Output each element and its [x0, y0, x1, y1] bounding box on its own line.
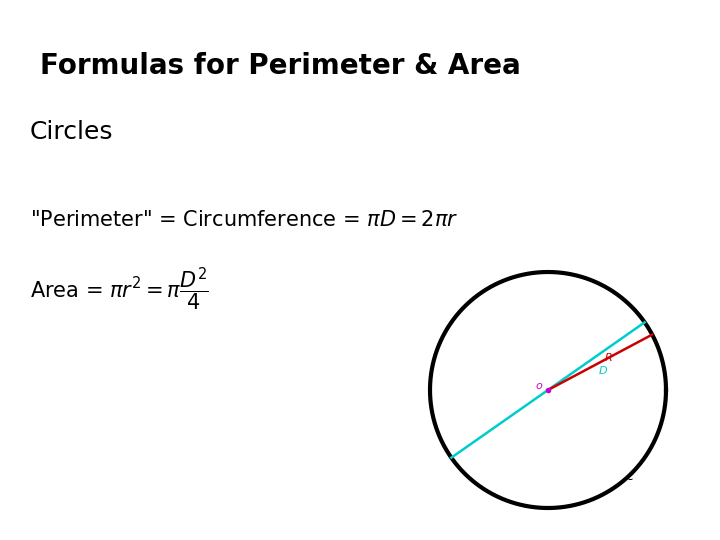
- Text: Area = $\pi r^2 = \pi\dfrac{D^2}{4}$: Area = $\pi r^2 = \pi\dfrac{D^2}{4}$: [30, 265, 209, 313]
- Text: D: D: [598, 366, 607, 376]
- Text: o: o: [535, 381, 542, 391]
- Text: c: c: [626, 470, 634, 483]
- Text: R: R: [605, 353, 613, 363]
- Text: Formulas for Perimeter & Area: Formulas for Perimeter & Area: [40, 52, 521, 80]
- Text: Circles: Circles: [30, 120, 114, 144]
- Text: "Perimeter" = Circumference = $\pi D = 2\pi r$: "Perimeter" = Circumference = $\pi D = 2…: [30, 210, 458, 230]
